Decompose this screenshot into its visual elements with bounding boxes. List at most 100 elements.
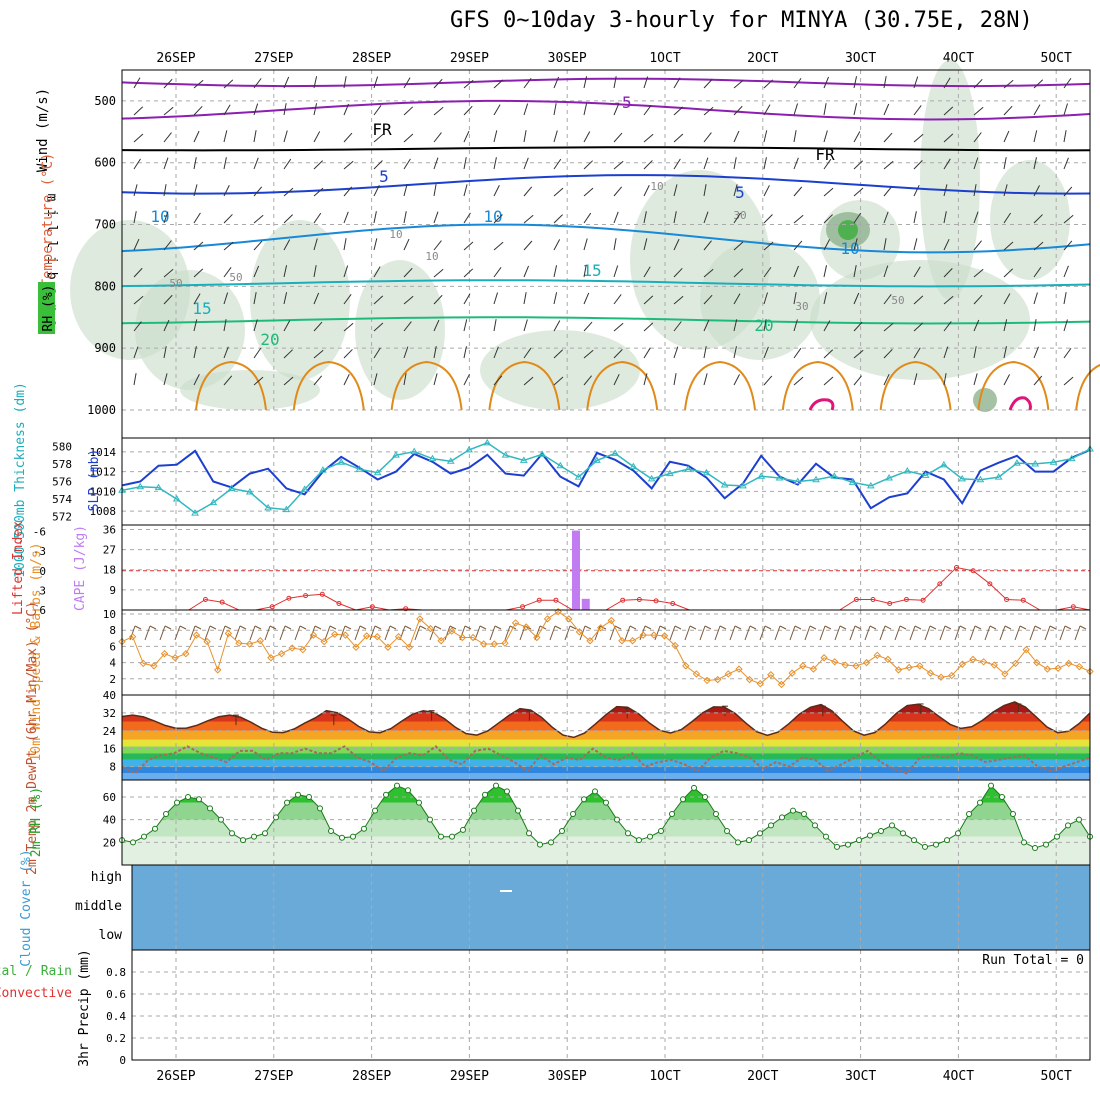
wind-barb — [929, 625, 937, 630]
wind-barb — [553, 187, 564, 197]
wind-barb — [1003, 105, 1013, 116]
wind-barb — [703, 106, 714, 116]
axis-tick-thickness: 578 — [52, 458, 72, 471]
wind-barb — [269, 625, 277, 630]
wind-speed-point — [841, 661, 850, 669]
wind-barb — [793, 376, 804, 386]
wind-barb — [733, 184, 738, 197]
wind-barb — [283, 376, 294, 386]
rh-point — [317, 805, 323, 812]
wind-barb — [489, 625, 496, 641]
wind-speed-point — [1054, 664, 1062, 672]
wind-barb — [1014, 625, 1021, 641]
wind-barb — [493, 79, 504, 89]
wind-barb — [253, 186, 263, 197]
axis-label-slp: SLP (mb) — [87, 449, 102, 512]
thickness-point — [227, 484, 236, 492]
axis-label-cape: CAPE (J/kg) — [73, 525, 88, 611]
wind-barb — [1003, 241, 1014, 251]
axis-tick-wind: 6 — [109, 640, 116, 653]
wind-barb — [809, 625, 817, 630]
wind-speed-point — [277, 650, 286, 658]
thickness-point — [830, 472, 839, 479]
temperature-contour-label: 20 — [260, 330, 279, 349]
wind-barb — [339, 625, 346, 641]
wind-barb — [924, 625, 931, 641]
thickness-point — [209, 498, 218, 506]
rh-point — [361, 825, 367, 832]
wind-barb — [313, 265, 317, 278]
wind-barb — [343, 322, 354, 332]
wind-barb — [369, 625, 376, 641]
thickness-point — [921, 471, 930, 478]
rh-point — [196, 796, 202, 803]
wind-speed-point — [139, 659, 147, 668]
wind-barb — [463, 374, 470, 386]
lifted-index-point — [636, 597, 642, 603]
wind-barb — [853, 76, 858, 89]
wind-speed-point — [501, 639, 509, 647]
rh-point — [922, 843, 928, 850]
wind-barb — [553, 292, 558, 305]
wind-barb — [733, 319, 738, 332]
wind-barb — [133, 295, 144, 305]
wind-barb — [343, 186, 353, 197]
rh-point — [900, 830, 906, 837]
axis-label-temperature2m: 2m Temp 2m DewPt (6hr Min/Max) (°C) — [25, 601, 40, 875]
lifted-index-point — [937, 581, 943, 587]
wind-barb — [669, 625, 676, 641]
rh-point — [372, 807, 378, 814]
date-label-bottom: 26SEP — [156, 1069, 195, 1084]
wind-barb — [673, 211, 677, 224]
rh-point — [801, 811, 807, 817]
wind-barb — [954, 625, 961, 641]
wind-barb — [1033, 104, 1041, 116]
wind-barb — [583, 292, 590, 305]
axis-tick-li: 6 — [39, 604, 46, 617]
thickness-point — [757, 472, 766, 479]
wind-barb — [793, 103, 799, 116]
rh-point — [1021, 839, 1027, 846]
wind-barb — [223, 104, 231, 116]
temperature-contour-label: 20 — [754, 316, 773, 335]
wind-barb — [253, 103, 259, 116]
rh-point — [889, 822, 895, 829]
wind-barb — [1004, 625, 1012, 630]
wind-barb — [643, 295, 654, 305]
wind-barb — [313, 187, 324, 197]
axis-tick-cape: 18 — [103, 564, 116, 577]
wind-barb — [853, 349, 864, 359]
wind-barb — [763, 292, 768, 305]
thickness-point — [739, 481, 747, 489]
wind-barb — [1033, 375, 1043, 386]
rh-point — [438, 833, 444, 840]
wind-barb — [644, 625, 652, 630]
wind-barb — [463, 319, 468, 332]
wind-barb — [523, 78, 532, 89]
wind-barb — [673, 267, 683, 278]
wind-barb — [283, 158, 292, 170]
wind-speed-point — [735, 665, 743, 673]
rh-point — [823, 833, 829, 840]
wind-barb — [824, 625, 832, 630]
wind-barb — [973, 132, 982, 143]
rh-point — [251, 833, 257, 840]
lifted-index-point — [303, 593, 309, 599]
wind-barb — [314, 625, 322, 630]
axis-label-rh2m: 2m RH (%) — [29, 787, 44, 857]
wind-barb — [823, 214, 833, 224]
wind-barb — [373, 76, 379, 89]
wind-barb — [999, 625, 1006, 641]
wind-barb — [133, 184, 138, 197]
thickness-line — [121, 442, 1091, 514]
wind-barb — [249, 625, 256, 641]
axis-tick-pressure: 900 — [94, 341, 116, 355]
thickness-point — [1049, 458, 1058, 465]
rh-point — [955, 830, 961, 837]
date-label-top: 3OCT — [845, 51, 876, 66]
wind-barb — [253, 130, 257, 143]
wind-speed-point — [862, 658, 871, 667]
rh-shading — [135, 270, 245, 390]
rh-point — [427, 816, 433, 823]
wind-barb — [313, 131, 321, 143]
